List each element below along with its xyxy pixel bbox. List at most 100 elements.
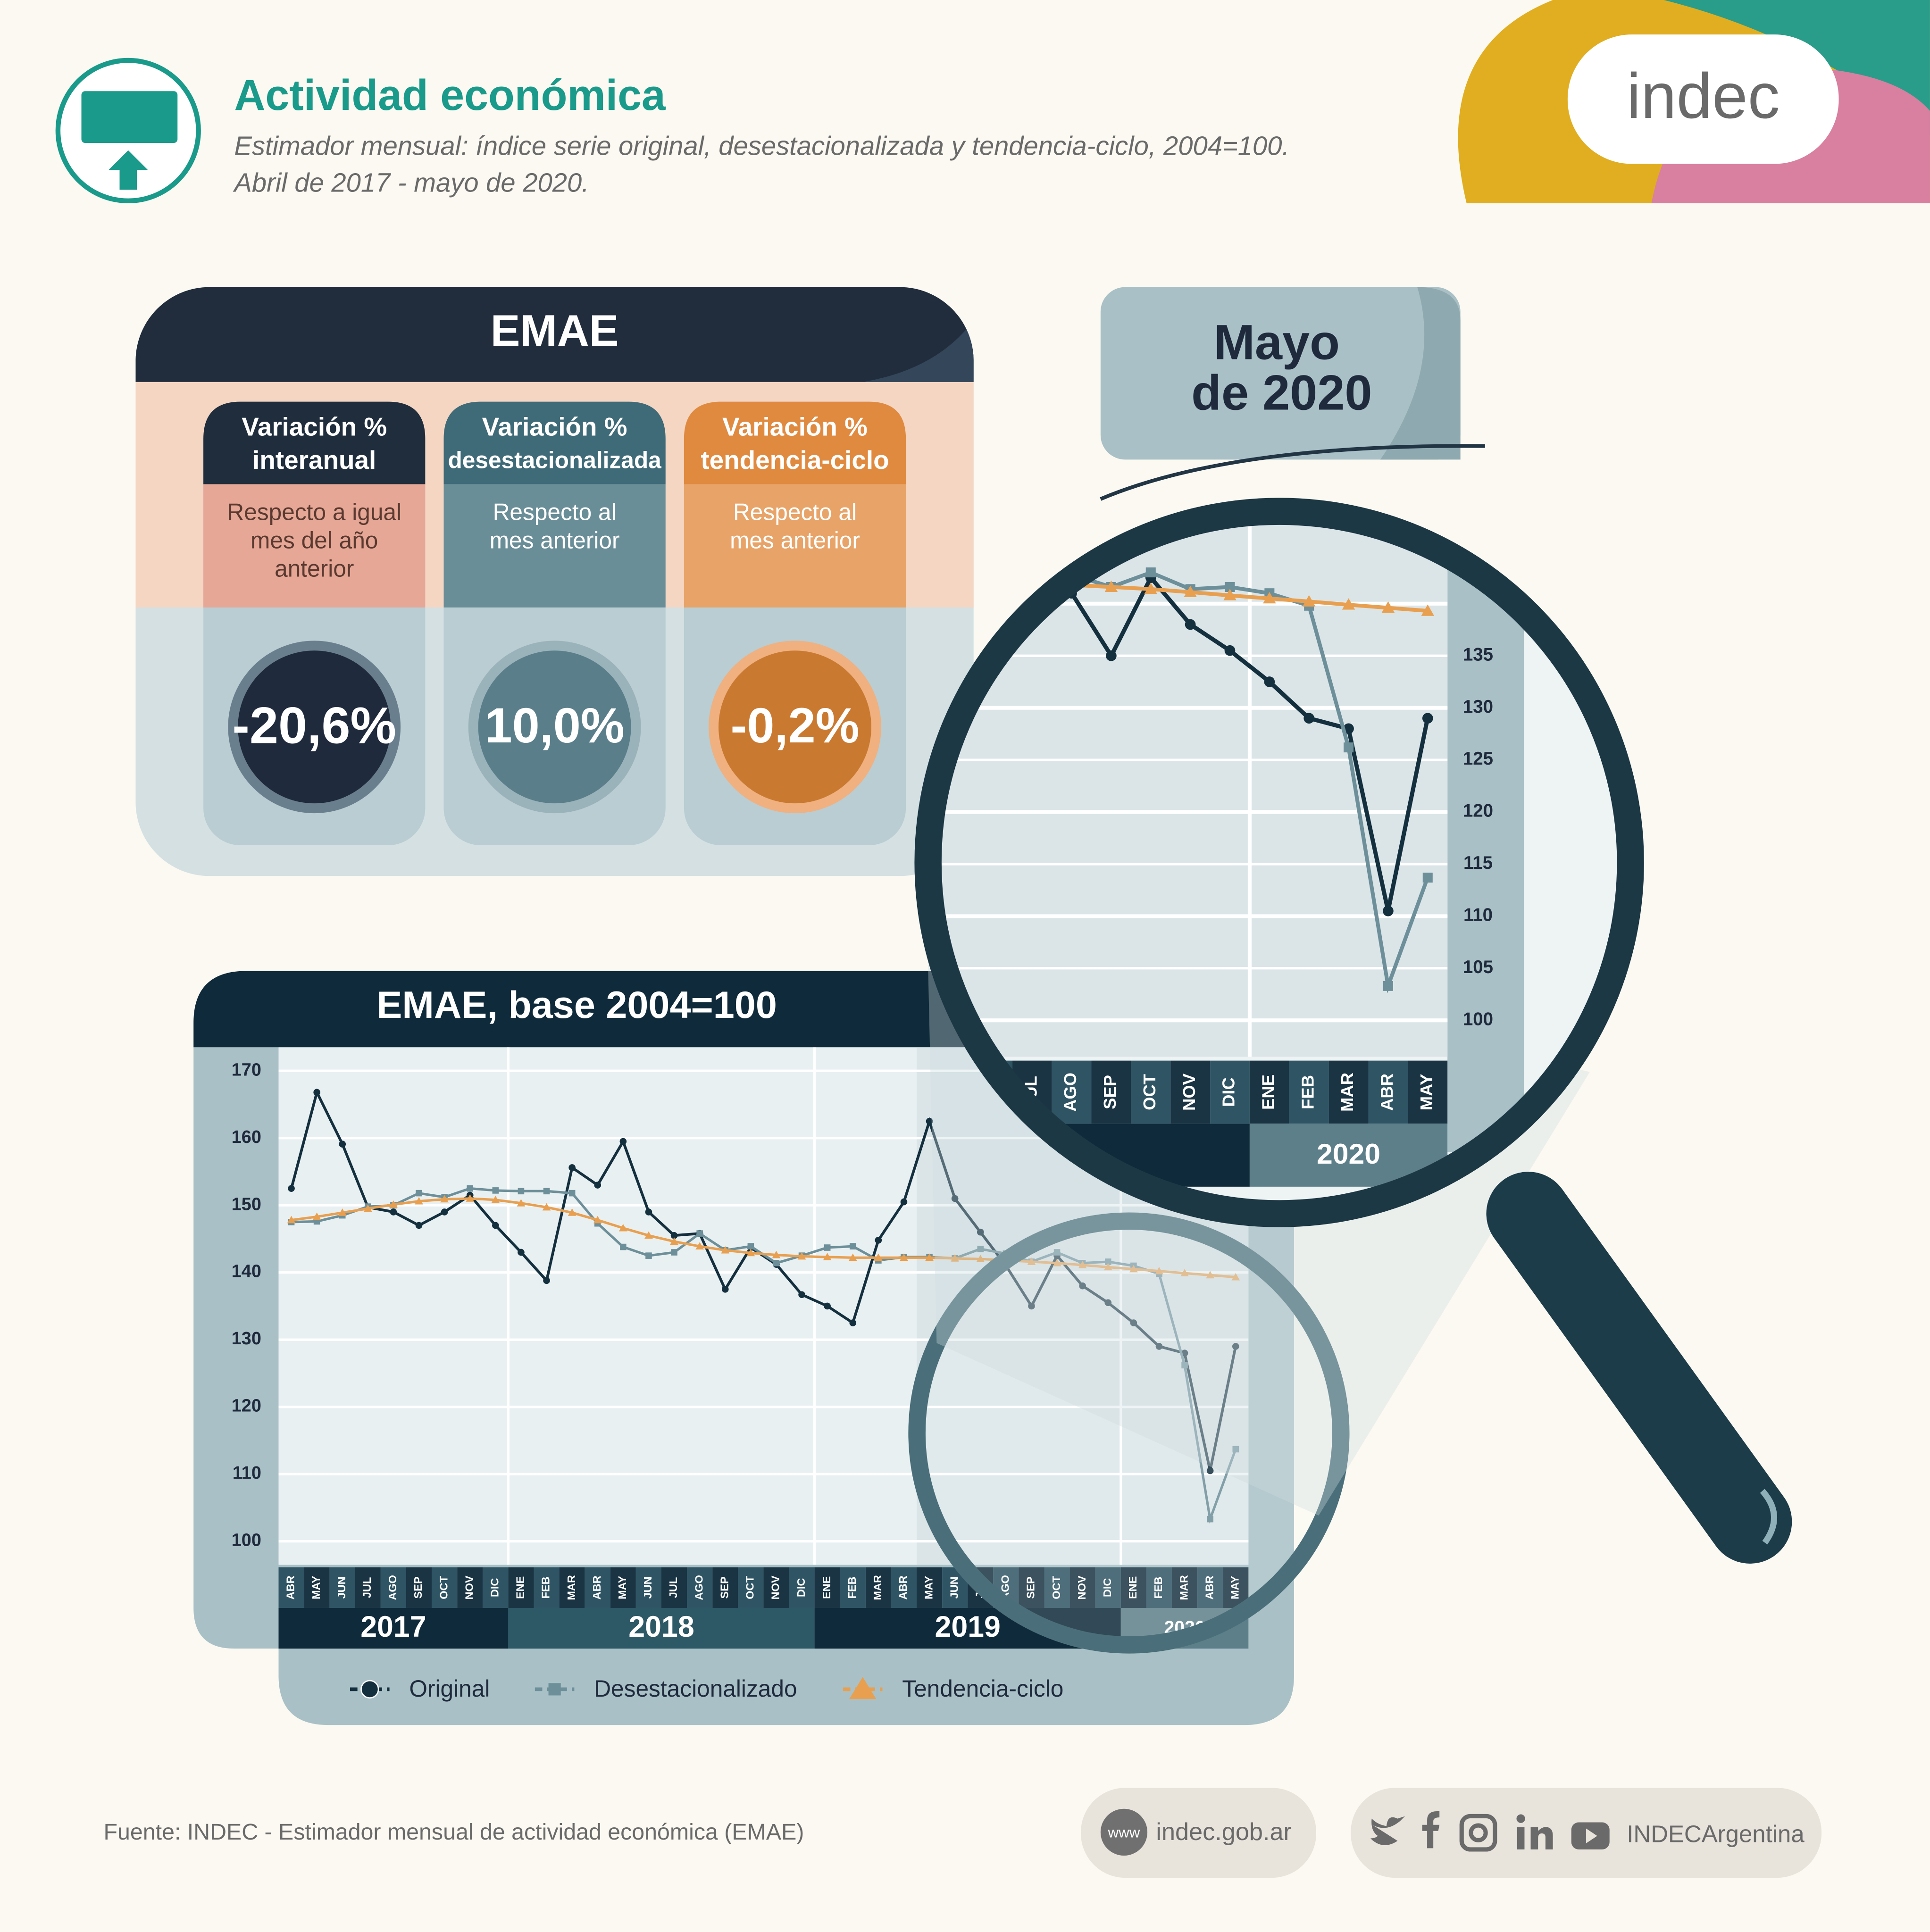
- point: [492, 1222, 499, 1229]
- point: [671, 1249, 677, 1256]
- point: [568, 1164, 576, 1171]
- point: [1129, 1265, 1138, 1273]
- point: [440, 1195, 449, 1203]
- y-tick-label: 150: [232, 1194, 261, 1214]
- x-tick-label: NOV: [769, 1575, 782, 1599]
- point: [1383, 981, 1393, 991]
- value-circle: [719, 650, 871, 804]
- legend-marker: [849, 1677, 877, 1699]
- legend-label: Tendencia-ciclo: [902, 1675, 1063, 1702]
- linkedin-icon[interactable]: [1517, 1827, 1525, 1849]
- point: [951, 1254, 960, 1262]
- point: [1185, 619, 1196, 630]
- point: [1303, 713, 1315, 724]
- point: [1381, 601, 1395, 613]
- month-cell: [738, 1567, 764, 1608]
- x-tick-label: ABR: [591, 1575, 603, 1599]
- series-line: [939, 522, 1428, 613]
- month-cell: [610, 1567, 636, 1608]
- value-circle: [238, 650, 391, 804]
- point: [849, 1319, 857, 1326]
- point: [389, 1200, 398, 1208]
- point: [1053, 1249, 1061, 1256]
- point: [518, 1188, 525, 1195]
- x-tick-label: OCT: [744, 1575, 756, 1599]
- zoom-y-tick-label: 105: [1463, 957, 1493, 977]
- zoom-y-tick-label: 115: [1463, 853, 1493, 873]
- linkedin-dot: [1516, 1814, 1525, 1823]
- point: [900, 1198, 908, 1206]
- month-cell: [1289, 1060, 1329, 1124]
- x-tick-label: SEP: [1025, 1576, 1037, 1599]
- point: [644, 1231, 653, 1239]
- card-note: Respecto al: [733, 499, 857, 525]
- month-cell: [278, 1567, 304, 1608]
- point: [1155, 1343, 1163, 1350]
- social-handle[interactable]: INDECArgentina: [1627, 1821, 1805, 1848]
- point: [1264, 676, 1275, 687]
- instagram-icon[interactable]: [1459, 1814, 1497, 1852]
- month-cell: [406, 1567, 432, 1608]
- point: [875, 1237, 882, 1244]
- point: [823, 1253, 832, 1260]
- card-head-text: desestacionalizada: [448, 447, 661, 474]
- x-tick-label: JUN: [948, 1576, 960, 1599]
- point: [773, 1259, 780, 1266]
- point: [1103, 1263, 1112, 1271]
- x-tick-label: MAY: [1228, 1576, 1241, 1599]
- point: [721, 1246, 730, 1254]
- month-cell: [1249, 1060, 1289, 1124]
- point: [1028, 1302, 1035, 1310]
- point: [415, 1222, 423, 1229]
- point: [1106, 650, 1117, 661]
- y-tick-label: 110: [233, 1463, 261, 1483]
- zoom-y-tick-label: 135: [1463, 644, 1493, 665]
- month-cell: [1328, 1060, 1369, 1124]
- x-tick-label: MAY: [310, 1576, 322, 1599]
- card-head-text: Variación %: [722, 412, 868, 441]
- card-note: mes anterior: [730, 527, 860, 553]
- title: Actividad económica: [234, 71, 666, 119]
- point: [338, 1208, 347, 1216]
- point: [1144, 583, 1158, 594]
- month-cell: [329, 1567, 355, 1608]
- logo-pill: [1567, 34, 1839, 164]
- month-cell: [865, 1567, 891, 1608]
- card-header: [135, 287, 974, 382]
- point: [1207, 1516, 1213, 1523]
- point: [492, 1187, 499, 1194]
- point: [1206, 1271, 1215, 1279]
- instagram-lens: [1469, 1823, 1488, 1842]
- point: [824, 1302, 831, 1310]
- zoom-y-tick-label: 130: [1463, 697, 1493, 717]
- x-tick-label: AGO: [693, 1575, 705, 1600]
- card-note: mes anterior: [490, 527, 620, 553]
- year-label: 2018: [628, 1610, 694, 1643]
- point: [441, 1208, 448, 1216]
- linkedin-in: [1530, 1827, 1553, 1849]
- legend-marker: [360, 1680, 379, 1699]
- point: [1181, 1362, 1188, 1369]
- point: [1155, 1267, 1163, 1274]
- facebook-icon[interactable]: [1422, 1811, 1440, 1849]
- point: [1383, 905, 1394, 916]
- twitter-icon[interactable]: [1370, 1816, 1405, 1845]
- series-line: [291, 1197, 1236, 1279]
- month-cell: [457, 1567, 483, 1608]
- point: [1180, 1269, 1189, 1276]
- x-tick-label: OCT: [1050, 1575, 1062, 1599]
- month-cell: [1131, 1060, 1171, 1124]
- x-tick-label: DIC: [795, 1578, 807, 1598]
- header-icon: [55, 58, 201, 204]
- month-cell: [534, 1567, 560, 1608]
- web-link[interactable]: indec.gob.ar: [1156, 1818, 1292, 1846]
- point: [339, 1141, 346, 1148]
- x-tick-label: ABR: [1377, 1074, 1396, 1111]
- point: [824, 1244, 831, 1251]
- point: [593, 1216, 602, 1224]
- point: [721, 1286, 729, 1293]
- point: [925, 1253, 934, 1261]
- month-cell: [304, 1567, 330, 1608]
- x-tick-label: FEB: [1152, 1576, 1164, 1599]
